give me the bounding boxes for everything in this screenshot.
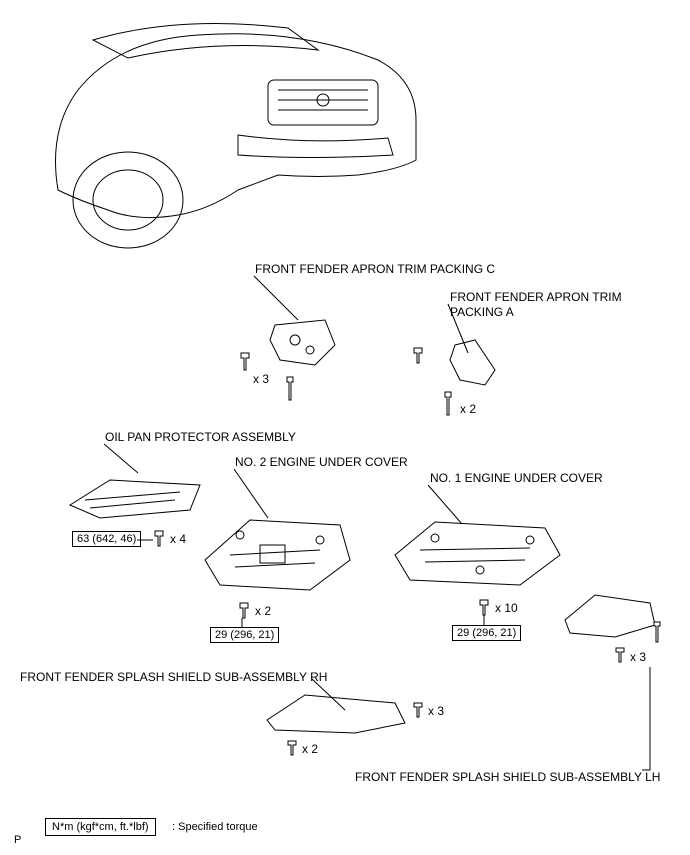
part-cover1: [380, 510, 570, 595]
label-splash-lh: FRONT FENDER SPLASH SHIELD SUB-ASSEMBLY …: [355, 770, 660, 784]
corner-marker: P: [14, 834, 21, 846]
leader-torque-oil-pan: [137, 536, 155, 544]
count-splash-rh-a: x 3: [428, 704, 444, 718]
part-apron-c: [255, 310, 345, 380]
bolt-apron-c2: [283, 375, 297, 405]
count-splash-rh-b: x 2: [302, 742, 318, 756]
part-apron-a: [440, 335, 510, 395]
part-splash-rh: [255, 685, 415, 740]
leader-torque-cover1: [482, 615, 486, 627]
torque-cover2: 29 (296, 21): [210, 627, 279, 643]
count-splash-lh: x 3: [630, 650, 646, 664]
count-cover1: x 10: [495, 601, 518, 615]
part-oil-pan: [60, 470, 210, 525]
bolt-apron-a: [408, 345, 428, 367]
part-cover2: [190, 505, 360, 600]
bolt-splash-lh-b: [650, 620, 664, 646]
vehicle-outline: [38, 10, 418, 270]
count-cover2: x 2: [255, 604, 271, 618]
label-splash-rh: FRONT FENDER SPLASH SHIELD SUB-ASSEMBLY …: [20, 670, 327, 684]
count-oil-pan: x 4: [170, 532, 186, 546]
leader-splash-lh: [640, 665, 660, 775]
torque-oil-pan: 63 (642, 46): [72, 531, 141, 547]
bolt-splash-rh-a: [410, 700, 426, 720]
bolt-splash-lh-a: [612, 645, 628, 665]
legend-box: N*m (kgf*cm, ft.*lbf): [45, 818, 156, 836]
count-apron-a: x 2: [460, 402, 476, 416]
bolt-apron-a2: [441, 390, 455, 420]
torque-cover1: 29 (296, 21): [452, 625, 521, 641]
bolt-cover2: [235, 600, 253, 622]
bolt-apron-c: [235, 350, 255, 375]
legend-text: : Specified torque: [172, 821, 258, 833]
leader-torque-cover2: [240, 618, 244, 630]
bolt-splash-rh-b: [284, 738, 300, 758]
count-apron-c: x 3: [253, 372, 269, 386]
part-splash-lh: [555, 585, 665, 645]
